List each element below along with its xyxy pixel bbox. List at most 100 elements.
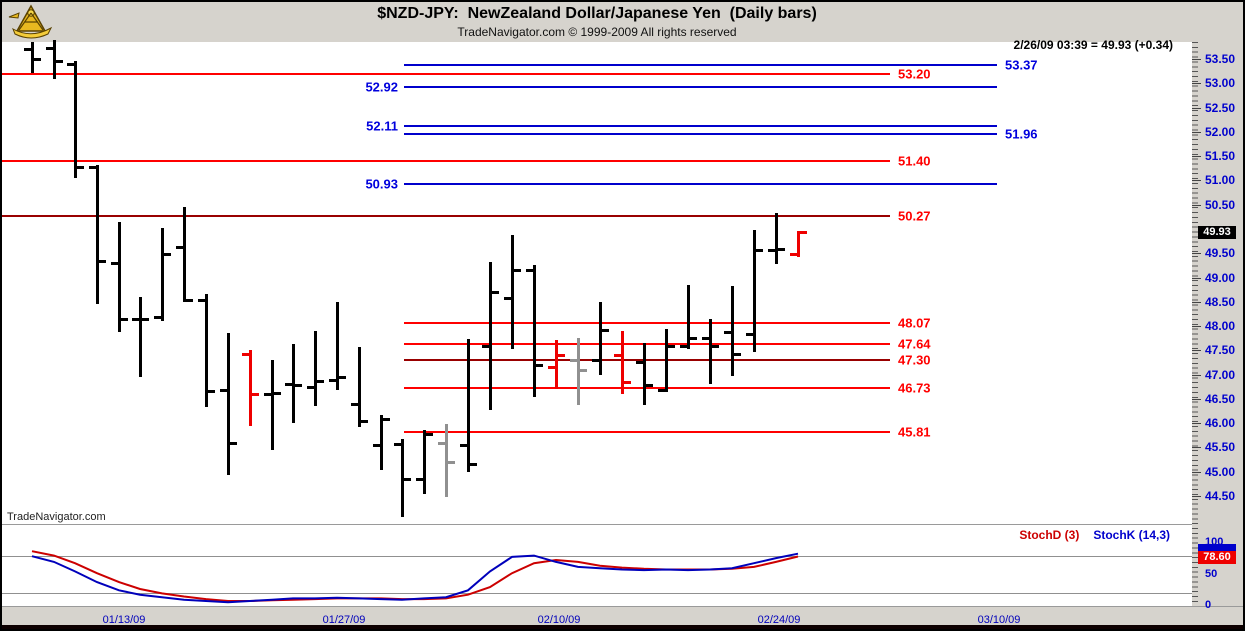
date-label: 03/10/09: [977, 614, 1021, 626]
level-line: [404, 342, 890, 345]
price-bar-close-tick: [514, 268, 521, 272]
price-axis-label: 53.00: [1205, 76, 1236, 91]
price-chart-panel[interactable]: 53.37 53.20 52.92 52.11 51.96 51.40 50.93 50.27…: [2, 39, 1192, 524]
price-bar-open-tick: [351, 402, 358, 406]
level-label: 47.30: [898, 352, 931, 368]
price-axis-label: 49.50: [1205, 246, 1236, 261]
price-bar-open-tick: [373, 444, 380, 448]
price-bar-open-tick: [220, 389, 227, 393]
price-bar-close-tick: [99, 260, 106, 263]
level-line: [404, 321, 890, 324]
stoch-gridline: [2, 555, 1192, 557]
stoch-axis-label: 0: [1205, 599, 1212, 611]
price-bar-close-tick: [383, 417, 390, 421]
date-label: 02/10/09: [537, 614, 581, 626]
price-bar: [797, 231, 800, 258]
price-bar-open-tick: [636, 361, 643, 364]
price-bar-open-tick: [482, 344, 489, 348]
level-label: 45.81: [898, 424, 931, 440]
price-bar: [271, 360, 274, 450]
price-bar-open-tick: [658, 389, 665, 393]
price-axis-major-tick: [1192, 59, 1201, 60]
watermark-text: TradeNavigator.com: [7, 511, 106, 523]
price-axis-label: 51.00: [1205, 173, 1236, 188]
level-label: 52.11: [366, 118, 398, 134]
price-bar: [401, 439, 404, 517]
price-bar: [336, 301, 339, 391]
level-line: [2, 72, 890, 75]
price-bar-open-tick: [592, 359, 599, 363]
stochastic-panel[interactable]: [2, 524, 1192, 606]
price-bar: [358, 346, 361, 428]
price-axis-major-tick: [1192, 398, 1201, 400]
stochk-legend-label: StochK (14,3): [1093, 528, 1170, 542]
level-label: 51.40: [898, 153, 931, 169]
price-bar-open-tick: [46, 47, 53, 51]
price-bar: [555, 340, 558, 390]
price-bar-close-tick: [34, 58, 41, 61]
price-bar-open-tick: [724, 330, 731, 334]
price-bar-close-tick: [734, 352, 741, 356]
price-axis-label: 47.50: [1205, 343, 1236, 358]
date-label: 01/27/09: [322, 614, 366, 626]
price-bar-open-tick: [285, 383, 292, 387]
price-bar-close-tick: [56, 59, 63, 63]
price-bar: [643, 343, 646, 405]
price-bar: [753, 229, 756, 352]
price-axis-major-tick: [1192, 83, 1201, 85]
price-bar-close-tick: [448, 461, 455, 465]
price-bar-open-tick: [614, 354, 621, 358]
price-axis-major-tick: [1192, 496, 1201, 498]
price-bar: [31, 42, 34, 73]
stoch-gridline: [2, 593, 1192, 595]
price-bar-close-tick: [536, 363, 543, 367]
price-bar-open-tick: [176, 245, 183, 249]
price-bar-close-tick: [230, 441, 237, 445]
price-bar: [118, 221, 121, 332]
price-bar: [709, 318, 712, 384]
price-bar-close-tick: [470, 462, 477, 466]
level-label: 52.92: [365, 79, 398, 95]
level-line: [404, 182, 997, 185]
price-bar-open-tick: [526, 268, 533, 272]
price-bar: [731, 285, 734, 376]
price-bar-open-tick: [416, 478, 423, 482]
price-bar: [249, 350, 252, 426]
price-bar-close-tick: [77, 165, 84, 169]
price-bar: [139, 296, 142, 378]
price-bar: [533, 264, 536, 397]
price-bar: [467, 339, 470, 473]
price-bar: [205, 294, 208, 408]
price-bar-close-tick: [404, 478, 411, 482]
bottom-border: [2, 625, 1243, 629]
price-axis-major-tick: [1192, 204, 1201, 206]
price-bar-close-tick: [186, 298, 193, 302]
price-bar-open-tick: [548, 366, 555, 370]
price-bar-close-tick: [339, 376, 346, 380]
price-bar-close-tick: [426, 432, 433, 436]
price-bar-close-tick: [712, 344, 719, 348]
price-bar: [775, 213, 778, 264]
price-axis-label: 46.50: [1205, 391, 1236, 406]
price-bar-open-tick: [242, 353, 249, 357]
price-bar: [96, 164, 99, 305]
level-label: 53.37: [1005, 57, 1038, 73]
price-axis-major-tick: [1192, 107, 1201, 109]
price-bar-open-tick: [680, 344, 687, 348]
price-axis-major-tick: [1192, 131, 1201, 133]
level-label: 53.20: [898, 66, 931, 82]
price-bar-open-tick: [504, 296, 511, 300]
price-axis-tick-column: [1192, 42, 1198, 606]
price-bar-close-tick: [778, 247, 785, 251]
price-bar: [53, 39, 56, 80]
price-bar: [489, 261, 492, 411]
price-bar-close-tick: [756, 248, 763, 252]
level-line: [404, 125, 997, 128]
price-bar-close-tick: [164, 253, 171, 257]
level-line: [404, 86, 997, 89]
price-axis-major-tick: [1192, 277, 1201, 279]
stochd-badge: 78.60: [1198, 551, 1236, 564]
price-bar-open-tick: [264, 393, 271, 397]
header-strip: $NZD-JPY: NewZealand Dollar/Japanese Yen…: [2, 2, 1243, 42]
